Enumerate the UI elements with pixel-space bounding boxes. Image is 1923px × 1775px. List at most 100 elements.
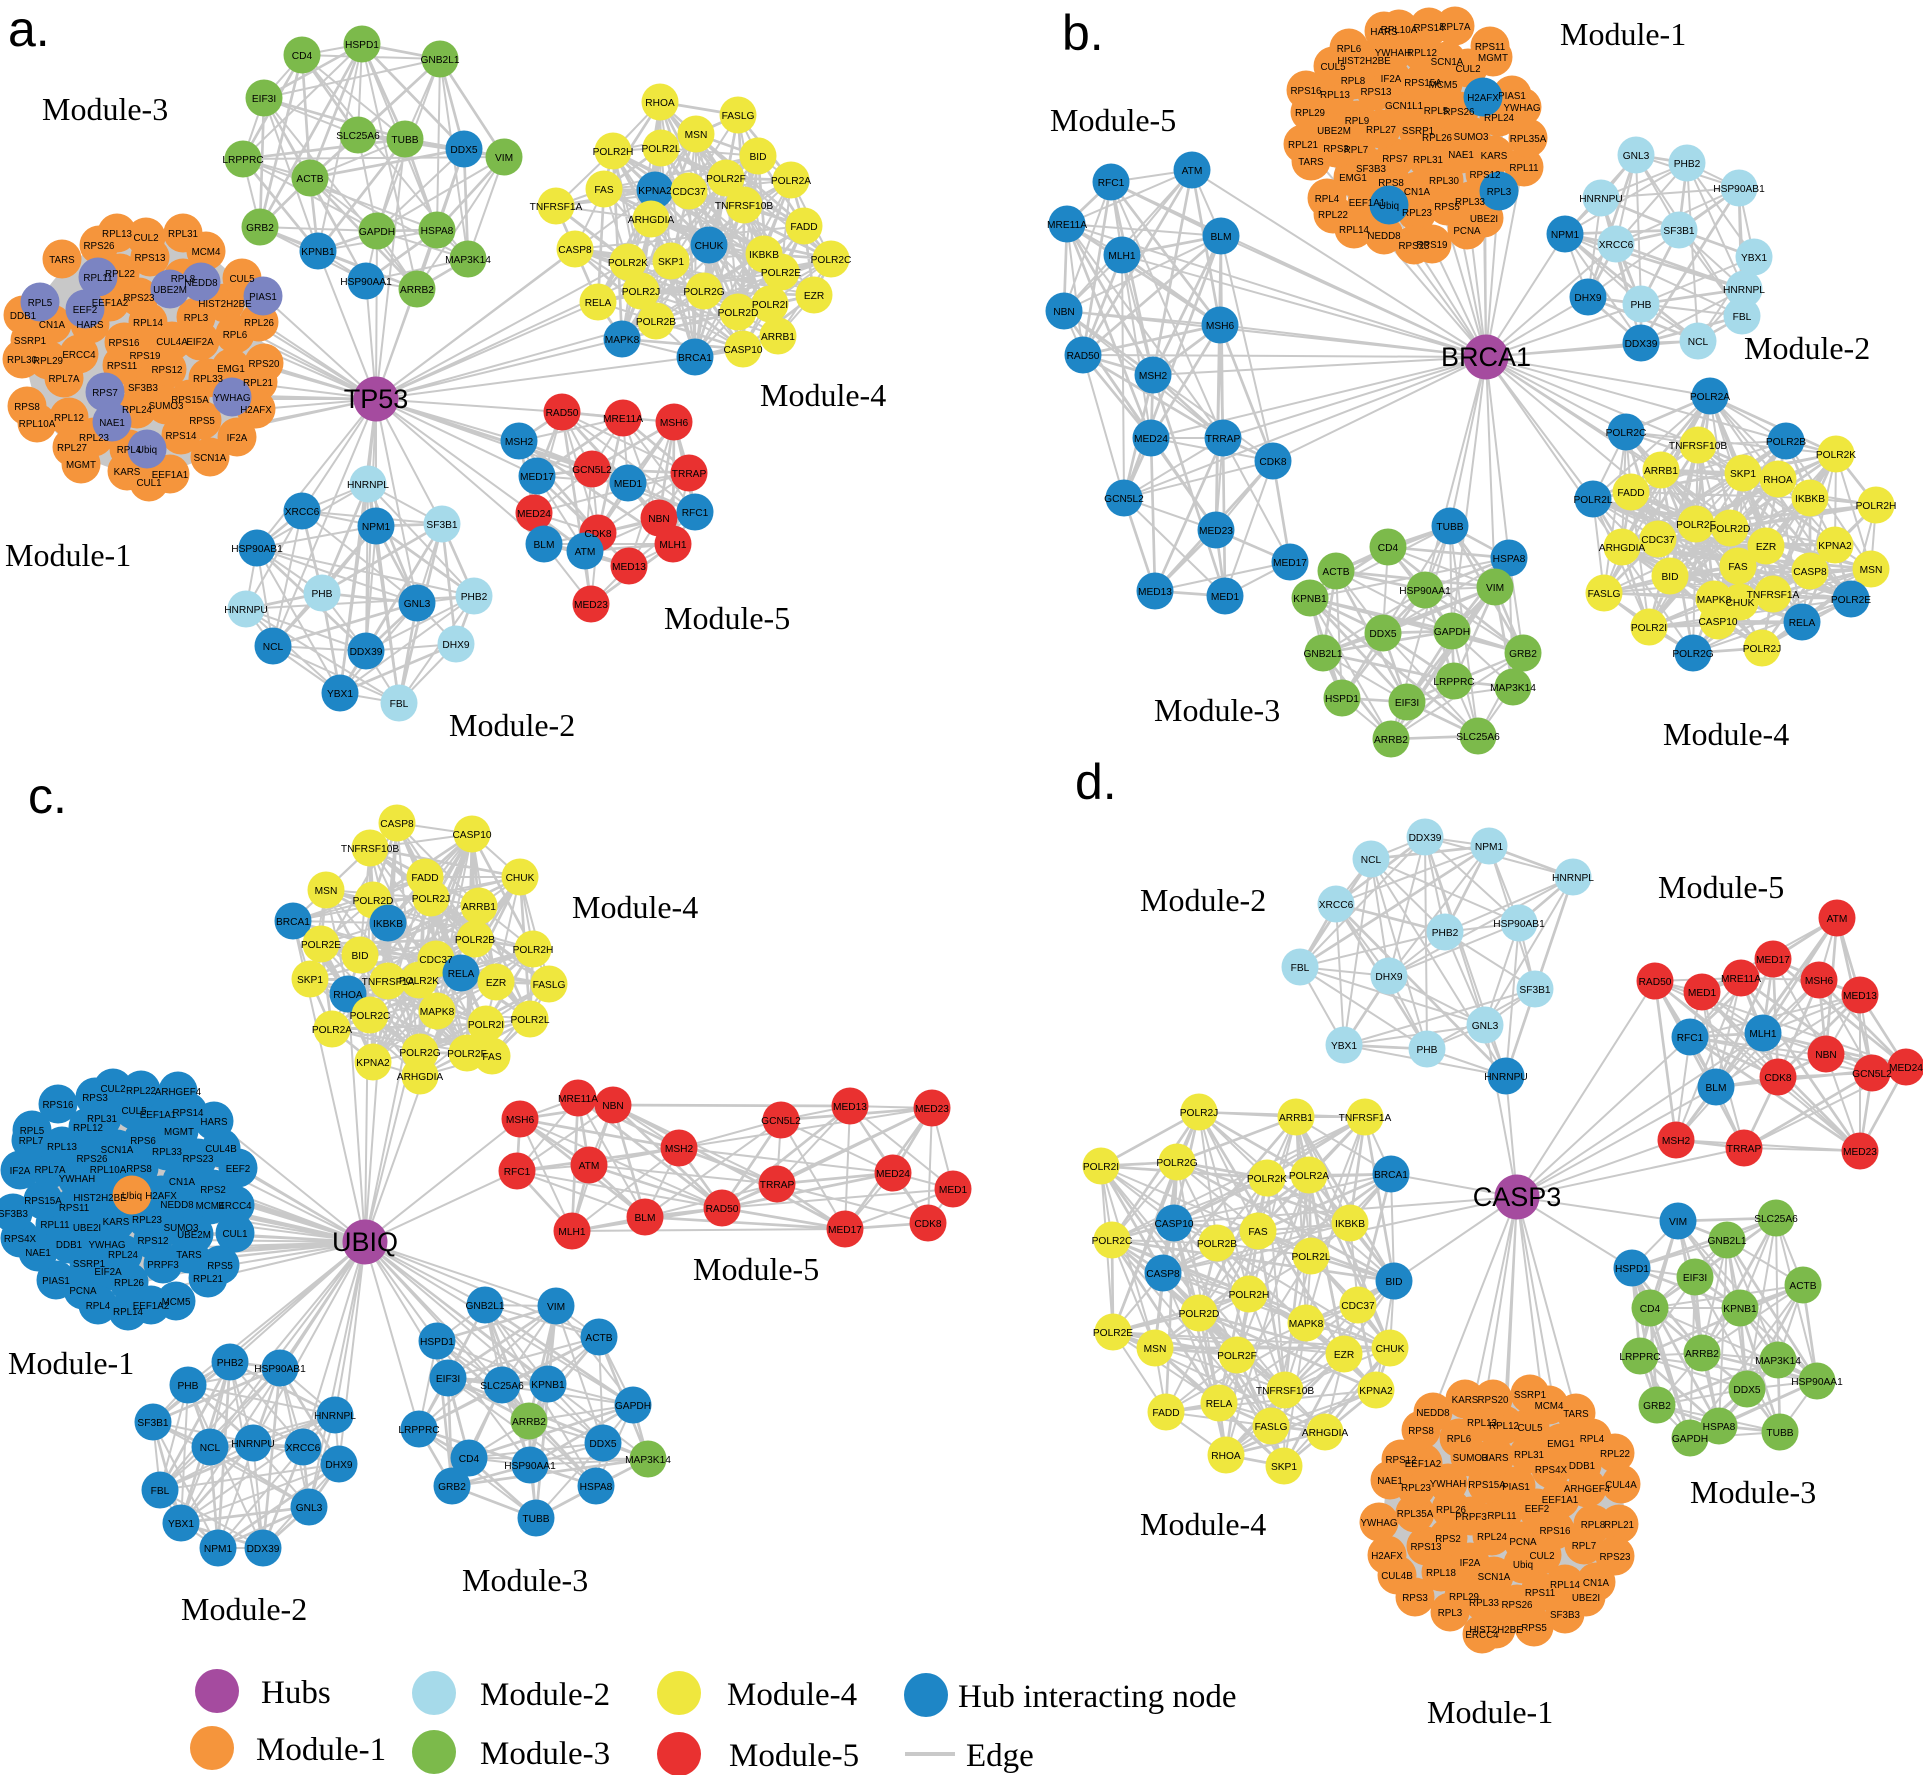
svg-text:RPL14: RPL14 [133, 318, 164, 329]
svg-text:Module-4: Module-4 [572, 889, 698, 925]
svg-text:RPL33: RPL33 [1455, 197, 1486, 208]
svg-text:ARHGDIA: ARHGDIA [1302, 1428, 1349, 1439]
svg-text:PHB: PHB [1417, 1045, 1438, 1056]
svg-text:MSN: MSN [1860, 565, 1883, 576]
svg-text:RPS7: RPS7 [92, 388, 118, 399]
svg-text:PCNA: PCNA [69, 1286, 97, 1297]
svg-text:NBN: NBN [1053, 307, 1075, 318]
svg-text:RPS23: RPS23 [1398, 241, 1430, 252]
svg-text:Module-2: Module-2 [181, 1591, 307, 1627]
svg-text:HIST2H2BE: HIST2H2BE [198, 299, 252, 310]
svg-text:RPS4X: RPS4X [1535, 1465, 1568, 1476]
svg-text:POLR2I: POLR2I [1083, 1162, 1119, 1173]
svg-text:MED13: MED13 [833, 1102, 867, 1113]
svg-text:PHB: PHB [178, 1381, 199, 1392]
svg-text:TNFRSF1A: TNFRSF1A [1747, 590, 1800, 601]
svg-text:GNL3: GNL3 [1472, 1021, 1499, 1032]
svg-text:HNRNPU: HNRNPU [224, 605, 268, 616]
svg-text:FASLG: FASLG [533, 980, 566, 991]
svg-text:RPS15A: RPS15A [171, 395, 209, 406]
svg-text:CUL1: CUL1 [222, 1229, 247, 1240]
svg-text:POLR2A: POLR2A [312, 1025, 352, 1036]
svg-text:RPS16: RPS16 [1539, 1526, 1571, 1537]
svg-text:Module-2: Module-2 [1744, 330, 1870, 366]
svg-text:RPL8: RPL8 [171, 274, 196, 285]
svg-text:GRB2: GRB2 [1643, 1401, 1671, 1412]
svg-text:TRRAP: TRRAP [1727, 1144, 1762, 1155]
svg-text:RPS3: RPS3 [82, 1093, 108, 1104]
svg-text:DDX5: DDX5 [1733, 1385, 1761, 1396]
svg-text:EEF1A2: EEF1A2 [92, 298, 129, 309]
svg-text:RPL3: RPL3 [184, 313, 209, 324]
svg-text:FAS: FAS [594, 185, 613, 196]
svg-text:RPS14: RPS14 [165, 431, 197, 442]
svg-text:RPS15A: RPS15A [1404, 78, 1442, 89]
svg-text:RPL24: RPL24 [1484, 113, 1515, 124]
svg-text:MED1: MED1 [614, 479, 643, 490]
svg-text:POLR2F: POLR2F [447, 1049, 487, 1060]
svg-text:SF3B3: SF3B3 [1550, 1610, 1581, 1621]
svg-text:Module-2: Module-2 [449, 707, 575, 743]
svg-text:SKP1: SKP1 [1730, 469, 1756, 480]
svg-text:MED23: MED23 [574, 600, 608, 611]
svg-text:DDX39: DDX39 [350, 647, 383, 658]
svg-text:CDC37: CDC37 [672, 187, 706, 198]
svg-text:RPS26: RPS26 [83, 241, 115, 252]
svg-text:BID: BID [352, 951, 369, 962]
svg-text:EEF1A1: EEF1A1 [152, 470, 189, 481]
svg-text:EIF3I: EIF3I [1683, 1273, 1707, 1284]
svg-text:TNFRSF1A: TNFRSF1A [362, 977, 415, 988]
svg-text:ATM: ATM [579, 1161, 600, 1172]
svg-text:RPL30: RPL30 [7, 355, 38, 366]
svg-text:DDX5: DDX5 [589, 1439, 617, 1450]
svg-text:GNB2L1: GNB2L1 [465, 1301, 504, 1312]
svg-text:KPNB1: KPNB1 [301, 247, 335, 258]
svg-text:TARS: TARS [1298, 157, 1324, 168]
svg-text:MLH1: MLH1 [1108, 251, 1136, 262]
svg-text:RPL3: RPL3 [1487, 187, 1512, 198]
svg-text:HSP90AA1: HSP90AA1 [1399, 586, 1451, 597]
svg-text:CDK8: CDK8 [1259, 457, 1287, 468]
svg-text:RPL33: RPL33 [152, 1147, 183, 1158]
svg-text:BID: BID [750, 152, 767, 163]
svg-text:RPS5: RPS5 [1434, 202, 1460, 213]
svg-text:PHB: PHB [1631, 300, 1652, 311]
svg-text:MED23: MED23 [1843, 1147, 1877, 1158]
svg-text:ACTB: ACTB [1322, 567, 1349, 578]
svg-text:Module-4: Module-4 [727, 1677, 857, 1713]
svg-text:HARS: HARS [1370, 27, 1398, 38]
svg-text:TNFRSF10B: TNFRSF10B [1256, 1386, 1315, 1397]
svg-text:RPL11: RPL11 [1509, 163, 1538, 174]
svg-text:HSPA8: HSPA8 [580, 1482, 613, 1493]
svg-text:RPS23: RPS23 [123, 293, 155, 304]
svg-text:NBN: NBN [648, 514, 670, 525]
svg-text:RPL4: RPL4 [86, 1301, 111, 1312]
svg-text:ARHGDIA: ARHGDIA [628, 215, 675, 226]
svg-text:POLR2I: POLR2I [468, 1020, 504, 1031]
svg-text:RPS12: RPS12 [1385, 1455, 1416, 1466]
svg-text:Module-5: Module-5 [693, 1251, 819, 1287]
svg-text:RPL5: RPL5 [20, 1126, 45, 1137]
svg-text:GNB2L1: GNB2L1 [420, 55, 459, 66]
svg-text:TUBB: TUBB [1766, 1428, 1793, 1439]
svg-text:HSP90AB1: HSP90AB1 [254, 1364, 306, 1375]
svg-text:RPL4: RPL4 [1315, 194, 1340, 205]
svg-text:RPS13: RPS13 [1410, 1542, 1442, 1553]
svg-text:RELA: RELA [585, 298, 612, 309]
svg-text:EZR: EZR [1756, 542, 1776, 553]
svg-text:RPS26: RPS26 [76, 1154, 108, 1165]
svg-text:CUL1: CUL1 [136, 478, 161, 489]
svg-text:RPS11: RPS11 [59, 1203, 89, 1214]
svg-text:IKBKB: IKBKB [749, 250, 779, 261]
svg-text:MAPK8: MAPK8 [1697, 595, 1732, 606]
svg-text:HSP90AB1: HSP90AB1 [231, 544, 283, 555]
svg-text:EMG1: EMG1 [1339, 173, 1367, 184]
svg-text:TARS: TARS [1563, 1409, 1589, 1420]
svg-text:RPL29: RPL29 [1295, 108, 1325, 119]
svg-text:RPL31: RPL31 [1514, 1450, 1544, 1461]
svg-text:GRB2: GRB2 [246, 223, 274, 234]
svg-text:TUBB: TUBB [1436, 522, 1463, 533]
svg-text:Ubiq: Ubiq [1513, 1560, 1533, 1571]
svg-text:FASLG: FASLG [1255, 1422, 1288, 1433]
svg-text:POLR2C: POLR2C [350, 1011, 391, 1022]
